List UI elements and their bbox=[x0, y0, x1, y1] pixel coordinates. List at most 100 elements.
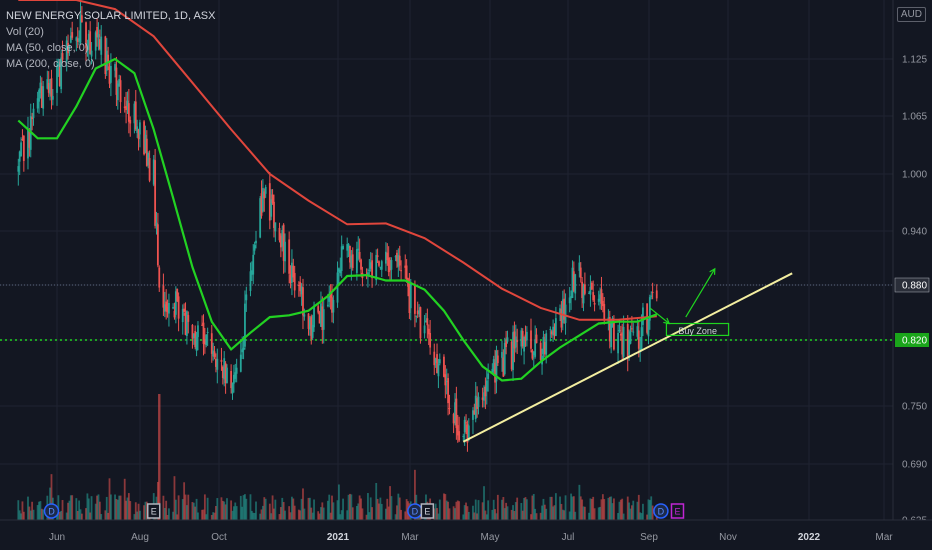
candle-body bbox=[20, 142, 22, 157]
candle-body bbox=[197, 325, 199, 338]
volume-bar bbox=[467, 511, 470, 520]
candle-body bbox=[554, 318, 557, 336]
candle-body bbox=[617, 333, 619, 354]
arrow-up bbox=[685, 268, 716, 318]
volume-bar bbox=[648, 500, 651, 520]
candle-body bbox=[166, 307, 169, 313]
candle-body bbox=[96, 27, 98, 38]
candle-body bbox=[220, 359, 223, 362]
candle-body bbox=[380, 261, 383, 270]
candle-body bbox=[416, 310, 419, 315]
legend-ma50[interactable]: MA (50, close, 0) bbox=[6, 42, 89, 54]
volume-bar bbox=[50, 474, 53, 520]
x-tick-label[interactable]: Oct bbox=[211, 532, 227, 543]
candle-body bbox=[123, 106, 126, 109]
volume-bar bbox=[127, 493, 130, 520]
volume-bar bbox=[492, 499, 495, 520]
volume-bar bbox=[371, 507, 373, 520]
x-tick-label[interactable]: Mar bbox=[401, 532, 419, 543]
y-tick-label[interactable]: 0.750 bbox=[902, 402, 927, 413]
candle-body bbox=[86, 46, 89, 50]
volume-bar bbox=[365, 514, 368, 520]
candle-body bbox=[250, 270, 253, 275]
candle-body bbox=[162, 285, 165, 308]
candle-body bbox=[57, 63, 60, 67]
candle-body bbox=[583, 284, 586, 294]
volume-bar bbox=[216, 498, 219, 520]
volume-bar bbox=[491, 509, 494, 520]
y-tick-label[interactable]: 0.940 bbox=[902, 227, 927, 238]
candle-body bbox=[387, 257, 390, 273]
candle-body bbox=[545, 333, 548, 355]
volume-bar bbox=[607, 497, 610, 520]
x-tick-label[interactable]: May bbox=[481, 532, 500, 543]
volume-bar bbox=[104, 510, 107, 520]
candle-body bbox=[521, 331, 524, 347]
candle-body bbox=[212, 350, 215, 357]
candle-body bbox=[514, 336, 517, 348]
y-tick-label[interactable]: 1.065 bbox=[902, 112, 927, 123]
price-axis-bg bbox=[893, 0, 932, 550]
candle-body bbox=[186, 311, 188, 336]
x-tick-label[interactable]: Jul bbox=[562, 532, 575, 543]
x-tick-label[interactable]: 2022 bbox=[798, 532, 821, 543]
candle-body bbox=[472, 410, 474, 420]
candle-body bbox=[368, 269, 371, 271]
x-tick-label[interactable]: Sep bbox=[640, 532, 658, 543]
candle-body bbox=[389, 267, 391, 271]
arrow-down bbox=[649, 307, 670, 324]
candle-body bbox=[613, 321, 615, 350]
x-tick-label[interactable]: Mar bbox=[875, 532, 893, 543]
candle-body bbox=[47, 82, 50, 93]
candle-body bbox=[274, 222, 277, 232]
volume-bar bbox=[599, 506, 601, 520]
legend-ma200[interactable]: MA (200, close, 0) bbox=[6, 58, 95, 70]
y-tick-label[interactable]: 1.000 bbox=[902, 170, 927, 181]
candle-body bbox=[158, 267, 161, 288]
candle-body bbox=[104, 36, 107, 75]
volume-bar bbox=[630, 505, 633, 520]
y-tick-label[interactable]: 1.125 bbox=[902, 55, 927, 66]
volume-bar bbox=[496, 494, 499, 520]
candle-body bbox=[181, 308, 184, 323]
candle-body bbox=[203, 339, 206, 345]
candle-body bbox=[358, 251, 361, 259]
volume-bar bbox=[139, 510, 141, 520]
candle-body bbox=[438, 359, 441, 364]
volume-bar bbox=[579, 496, 582, 520]
candle-body bbox=[302, 287, 304, 316]
candle-body bbox=[582, 286, 585, 304]
candle-body bbox=[485, 380, 488, 392]
volume-bar bbox=[293, 505, 296, 520]
legend-vol[interactable]: Vol (20) bbox=[6, 26, 44, 38]
volume-bar bbox=[582, 506, 585, 520]
x-tick-label[interactable]: Aug bbox=[131, 532, 149, 543]
volume-bar bbox=[456, 500, 459, 520]
volume-bar bbox=[129, 501, 132, 520]
legend-title[interactable]: NEW ENERGY SOLAR LIMITED, 1D, ASX bbox=[6, 10, 216, 22]
volume-bar bbox=[617, 513, 619, 520]
volume-bar bbox=[376, 498, 379, 520]
candle-body bbox=[506, 337, 509, 342]
volume-bar bbox=[444, 494, 447, 520]
volume-bar bbox=[535, 513, 538, 520]
buy-zone-rect bbox=[665, 322, 730, 337]
currency-badge[interactable]: AUD bbox=[896, 7, 926, 22]
x-tick-label[interactable]: Nov bbox=[719, 532, 737, 543]
y-tick-label[interactable]: 0.690 bbox=[902, 460, 927, 471]
volume-bar bbox=[177, 495, 180, 520]
volume-bar bbox=[244, 494, 246, 520]
volume-bar bbox=[618, 501, 621, 520]
candle-body bbox=[105, 50, 108, 71]
candle-body bbox=[49, 79, 51, 95]
volume-bar bbox=[434, 503, 437, 520]
candle-body bbox=[273, 201, 275, 228]
x-tick-label[interactable]: 2021 bbox=[327, 532, 350, 543]
candle-body bbox=[28, 130, 31, 148]
candle-body bbox=[465, 422, 467, 424]
volume-bar bbox=[213, 512, 216, 520]
candle-body bbox=[137, 130, 140, 140]
x-tick-label[interactable]: Jun bbox=[49, 532, 65, 543]
volume-bar bbox=[194, 506, 197, 520]
